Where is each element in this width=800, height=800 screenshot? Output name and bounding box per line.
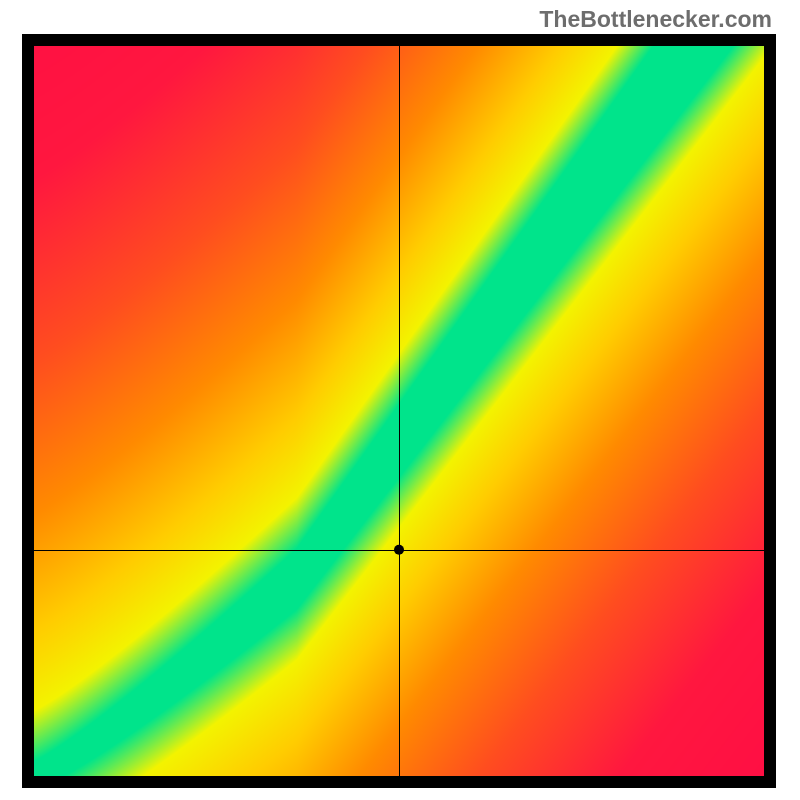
heatmap-canvas [22, 34, 776, 788]
root: TheBottlenecker.com [0, 0, 800, 800]
watermark-text: TheBottlenecker.com [539, 6, 772, 33]
plot-area [22, 34, 776, 788]
heatmap-canvas-wrap [22, 34, 776, 788]
